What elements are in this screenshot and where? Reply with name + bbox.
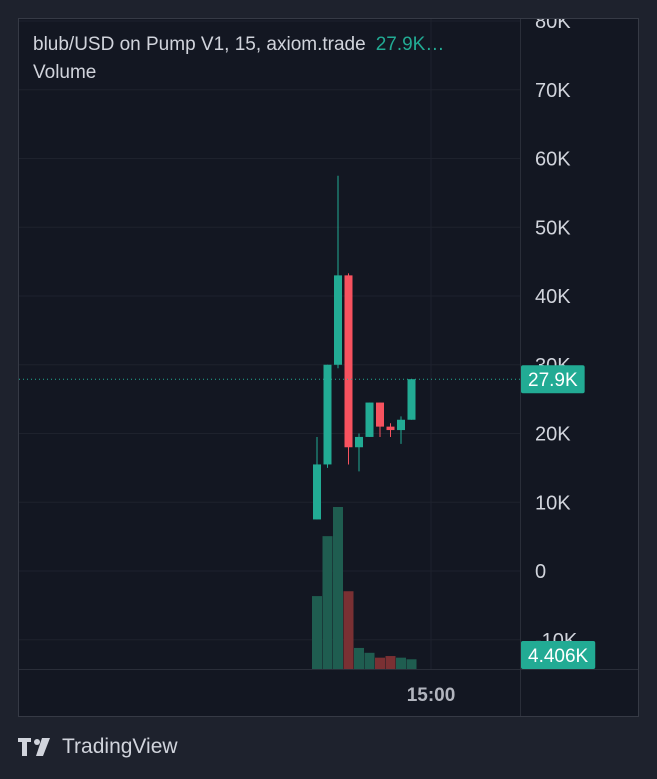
y-tick-label: 80K [535, 19, 571, 33]
last-price-value: 27.9K… [375, 34, 445, 55]
chart-pane[interactable]: 80K70K60K50K40K30K20K10K0-10K 27.9K 4.40… [18, 18, 639, 717]
volume-bars [312, 507, 417, 669]
legend: blub/USD on Pump V1, 15, axiom.trade 27.… [33, 31, 444, 87]
y-tick-label: 10K [535, 492, 571, 514]
y-tick-label: 0 [535, 561, 546, 583]
candle-body [334, 275, 342, 365]
volume-bar [322, 536, 333, 669]
candle-body [386, 426, 395, 431]
price-label: 27.9K [528, 370, 578, 391]
y-tick-label: 70K [535, 80, 571, 102]
candles [313, 175, 416, 520]
volume-label-badge: 4.406K [521, 641, 596, 669]
candle-body [407, 379, 416, 420]
tradingview-attribution[interactable]: TradingView [18, 735, 178, 759]
volume-label: 4.406K [528, 646, 589, 667]
volume-bar [375, 657, 385, 669]
volume-bar [396, 657, 406, 669]
volume-bar [333, 507, 343, 669]
volume-bar [406, 659, 417, 669]
y-tick-label: 50K [535, 217, 571, 239]
y-tick-label: 40K [535, 286, 571, 308]
y-tick-label: 60K [535, 149, 571, 171]
grid-lines [19, 19, 520, 669]
symbol-title[interactable]: blub/USD on Pump V1, 15, axiom.trade [33, 34, 366, 55]
volume-bar [343, 591, 354, 669]
candle-body [313, 464, 321, 520]
tradingview-logo-icon [18, 738, 50, 756]
x-tick-label: 15:00 [407, 685, 456, 706]
volume-legend-label[interactable]: Volume [33, 62, 97, 83]
candle-body [355, 436, 363, 448]
candle-body [376, 402, 384, 427]
candle-body [365, 402, 374, 437]
candle-body [397, 419, 405, 431]
volume-bar [354, 647, 364, 669]
y-axis-ticks: 80K70K60K50K40K30K20K10K0-10K [535, 19, 578, 652]
price-label-badge: 27.9K [521, 365, 585, 394]
y-tick-label: 20K [535, 424, 571, 446]
volume-bar [312, 596, 322, 669]
volume-bar [385, 656, 396, 669]
candle-body [323, 364, 332, 465]
volume-bar [364, 652, 375, 669]
brand-name: TradingView [62, 735, 178, 758]
candlestick-chart[interactable]: 80K70K60K50K40K30K20K10K0-10K 27.9K 4.40… [19, 19, 638, 716]
candle-body [344, 275, 353, 448]
